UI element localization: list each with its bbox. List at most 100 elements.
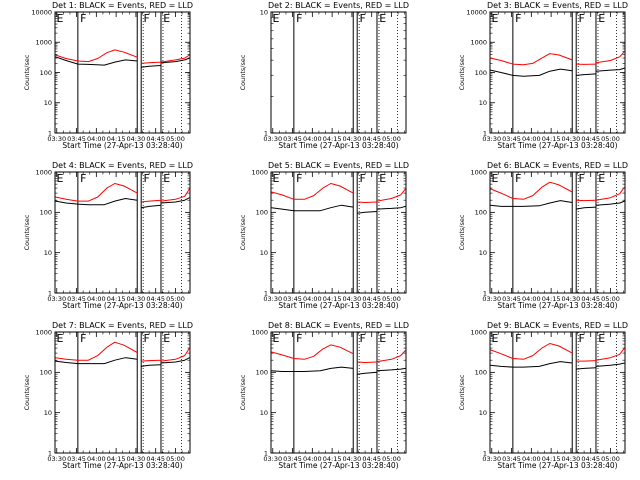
series-line [55, 357, 138, 365]
panel-title: Det 4: BLACK = Events, RED = LLD [52, 161, 193, 170]
y-tick-label: 1000 [470, 328, 487, 336]
series-line [490, 53, 573, 66]
x-tick-label: 05:00 [166, 295, 185, 303]
region-marker: F [515, 172, 521, 185]
plot-frame [270, 171, 407, 294]
region-marker: F [515, 12, 521, 25]
region-marker: E [598, 12, 605, 25]
panel-title: Det 5: BLACK = Events, RED = LLD [268, 161, 409, 170]
series-line [141, 61, 162, 64]
region-marker: F [579, 12, 585, 25]
region-marker: F [144, 12, 150, 25]
region-marker: F [144, 172, 150, 185]
series-line [160, 54, 190, 63]
plot-frame [270, 331, 407, 454]
y-tick-label: 100 [256, 369, 268, 377]
detector-panel: Det 8: BLACK = Events, RED = LLD 1 10 100 10… [239, 321, 409, 470]
series-line [55, 49, 138, 63]
y-tick-label: 10 [479, 99, 487, 107]
x-tick-label: 05:00 [382, 455, 401, 463]
x-tick-label: 04:00 [303, 295, 322, 303]
region-marker: E [163, 12, 170, 25]
y-tick-label: 10000 [31, 8, 52, 16]
region-marker: E [491, 12, 498, 25]
plot-frame [54, 11, 191, 134]
series-line [490, 181, 573, 200]
series-line [55, 198, 138, 206]
y-tick-label: 1000 [470, 39, 487, 47]
series-line [376, 367, 406, 372]
y-tick-label: 1000 [251, 328, 268, 336]
x-tick-label: 04:00 [522, 135, 541, 143]
plot-frame [489, 331, 626, 454]
x-tick-label: 04:00 [87, 135, 106, 143]
x-tick-label: 05:00 [601, 455, 620, 463]
y-tick-label: 1 [48, 449, 52, 457]
y-tick-label: 100 [40, 69, 52, 77]
plot-frame [489, 11, 626, 134]
region-marker: E [56, 172, 63, 185]
x-tick-label: 04:45 [146, 135, 165, 143]
y-tick-label: 10 [260, 409, 268, 417]
x-tick-label: 05:00 [166, 455, 185, 463]
x-axis-label: Start Time (27-Apr-13 03:28:40) [278, 141, 398, 150]
x-tick-label: 04:00 [522, 455, 541, 463]
x-tick-label: 04:30 [127, 455, 146, 463]
y-tick-label: 10 [479, 249, 487, 257]
x-tick-label: 03:45 [67, 455, 86, 463]
region-marker: E [163, 332, 170, 345]
series-line [141, 65, 162, 68]
series-line [271, 366, 354, 372]
y-tick-label: 1 [483, 449, 487, 457]
x-tick-label: 04:45 [362, 135, 381, 143]
region-marker: F [296, 332, 302, 345]
x-tick-label: 03:30 [263, 135, 282, 143]
series-line [141, 364, 162, 367]
y-tick-label: 10 [44, 99, 52, 107]
y-tick-label: 1 [483, 289, 487, 297]
region-marker: F [80, 172, 86, 185]
series-line [271, 344, 354, 360]
series-line [160, 57, 190, 64]
series-line [490, 68, 573, 77]
x-tick-label: 03:45 [502, 455, 521, 463]
y-tick-label: 1 [483, 129, 487, 137]
x-tick-label: 04:45 [581, 295, 600, 303]
y-tick-label: 1000 [251, 168, 268, 176]
y-tick-label: 1 [264, 449, 268, 457]
x-tick-label: 04:30 [127, 135, 146, 143]
series-line [576, 73, 597, 76]
y-tick-label: 100 [40, 209, 52, 217]
plot-frame [270, 11, 407, 134]
x-tick-label: 04:15 [542, 295, 561, 303]
x-tick-label: 04:00 [87, 455, 106, 463]
y-axis-label: Counts/sec [239, 214, 247, 250]
x-tick-label: 03:30 [482, 295, 501, 303]
y-tick-label: 100 [40, 369, 52, 377]
x-tick-label: 04:00 [522, 295, 541, 303]
region-marker: E [56, 332, 63, 345]
x-axis-label: Start Time (27-Apr-13 03:28:40) [497, 461, 617, 470]
panel-title: Det 7: BLACK = Events, RED = LLD [52, 321, 193, 330]
x-tick-label: 04:30 [343, 295, 362, 303]
y-tick-label: 100 [475, 369, 487, 377]
x-tick-label: 03:45 [283, 135, 302, 143]
series-line [357, 211, 378, 214]
y-tick-label: 100 [475, 69, 487, 77]
region-marker: E [56, 12, 63, 25]
series-line [55, 341, 138, 361]
series-line [160, 188, 190, 202]
series-line [357, 201, 378, 203]
x-tick-label: 03:45 [67, 135, 86, 143]
x-tick-label: 04:30 [562, 295, 581, 303]
detector-panel: Det 4: BLACK = Events, RED = LLD 1 10 100 10… [23, 161, 193, 310]
x-tick-label: 03:30 [47, 295, 66, 303]
x-tick-label: 03:30 [263, 295, 282, 303]
region-marker: E [272, 12, 279, 25]
detector-panel: Det 6: BLACK = Events, RED = LLD 1 10 100 10… [458, 161, 628, 310]
series-line [576, 360, 597, 362]
x-tick-label: 04:15 [323, 455, 342, 463]
series-line [271, 204, 354, 212]
y-tick-label: 1000 [35, 39, 52, 47]
region-marker: F [579, 172, 585, 185]
